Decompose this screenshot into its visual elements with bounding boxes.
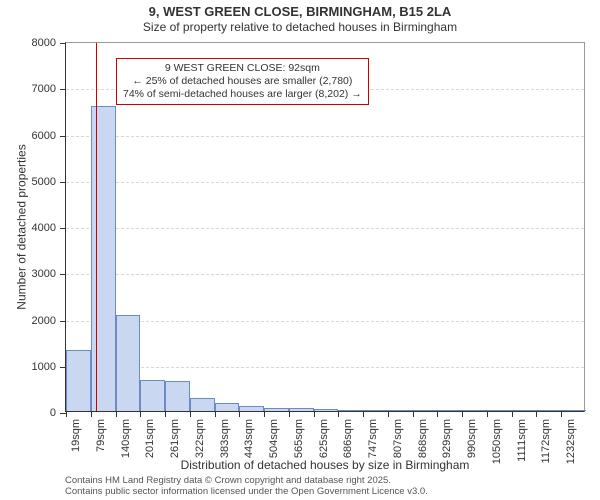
- chart-container: 9, WEST GREEN CLOSE, BIRMINGHAM, B15 2LA…: [0, 0, 600, 500]
- x-tick: [91, 411, 92, 417]
- x-tick: [388, 411, 389, 417]
- histogram-bar: [437, 410, 462, 411]
- x-tick-label: 79sqm: [95, 419, 107, 452]
- histogram-bar: [561, 410, 586, 411]
- annotation-line-2: 74% of semi-detached houses are larger (…: [123, 88, 362, 101]
- x-tick-label: 383sqm: [219, 419, 231, 458]
- x-tick: [239, 411, 240, 417]
- y-tick-label: 8000: [32, 37, 66, 49]
- annotation-box: 9 WEST GREEN CLOSE: 92sqm← 25% of detach…: [116, 58, 369, 105]
- y-tick-label: 4000: [32, 222, 66, 234]
- x-tick: [289, 411, 290, 417]
- plot-area: 9 WEST GREEN CLOSE: 92sqm← 25% of detach…: [65, 42, 585, 412]
- x-tick-label: 140sqm: [120, 419, 132, 458]
- x-tick: [512, 411, 513, 417]
- x-tick-label: 990sqm: [466, 419, 478, 458]
- y-axis-title-text: Number of detached properties: [15, 144, 29, 309]
- x-tick: [140, 411, 141, 417]
- histogram-bar: [536, 410, 561, 411]
- histogram-bar: [314, 409, 339, 411]
- annotation-line-1: ← 25% of detached houses are smaller (2,…: [123, 75, 362, 88]
- y-tick-label: 6000: [32, 130, 66, 142]
- x-tick: [462, 411, 463, 417]
- x-tick: [264, 411, 265, 417]
- x-tick-label: 1111sqm: [516, 419, 528, 462]
- histogram-bar: [289, 408, 314, 411]
- x-tick: [437, 411, 438, 417]
- title-block: 9, WEST GREEN CLOSE, BIRMINGHAM, B15 2LA…: [0, 4, 600, 35]
- histogram-bar: [91, 106, 116, 411]
- histogram-bar: [363, 410, 388, 411]
- histogram-bar: [140, 380, 165, 411]
- x-axis-title: Distribution of detached houses by size …: [65, 458, 585, 472]
- y-tick-label: 2000: [32, 315, 66, 327]
- histogram-bar: [338, 410, 363, 411]
- x-tick-label: 565sqm: [293, 419, 305, 458]
- histogram-bar: [487, 410, 512, 411]
- histogram-bar: [165, 381, 190, 411]
- x-tick-label: 1172sqm: [540, 419, 552, 463]
- x-tick-label: 686sqm: [342, 419, 354, 458]
- x-tick: [165, 411, 166, 417]
- x-tick-label: 625sqm: [318, 419, 330, 458]
- histogram-bar: [264, 408, 289, 411]
- histogram-bar: [512, 410, 537, 411]
- histogram-bar: [190, 398, 215, 411]
- x-tick-label: 201sqm: [144, 419, 156, 458]
- histogram-bar: [239, 406, 264, 411]
- x-tick: [536, 411, 537, 417]
- footer: Contains HM Land Registry data © Crown c…: [65, 476, 428, 498]
- x-tick-label: 929sqm: [441, 419, 453, 458]
- x-tick: [116, 411, 117, 417]
- x-tick: [413, 411, 414, 417]
- histogram-bar: [388, 410, 413, 411]
- x-tick: [66, 411, 67, 417]
- x-tick: [561, 411, 562, 417]
- x-tick-label: 261sqm: [169, 419, 181, 458]
- y-tick-label: 5000: [32, 176, 66, 188]
- x-tick-label: 868sqm: [417, 419, 429, 458]
- x-tick: [487, 411, 488, 417]
- x-tick-label: 19sqm: [70, 419, 82, 452]
- annotation-line-0: 9 WEST GREEN CLOSE: 92sqm: [123, 62, 362, 75]
- x-tick-label: 807sqm: [392, 419, 404, 458]
- title-line-1: 9, WEST GREEN CLOSE, BIRMINGHAM, B15 2LA: [0, 4, 600, 20]
- histogram-bar: [116, 315, 141, 411]
- y-tick-label: 0: [50, 407, 66, 419]
- histogram-bar: [215, 403, 240, 411]
- histogram-bar: [66, 350, 91, 411]
- x-tick: [363, 411, 364, 417]
- y-axis-title: Number of detached properties: [14, 42, 30, 412]
- histogram-bar: [413, 410, 438, 411]
- x-tick-label: 443sqm: [243, 419, 255, 458]
- subject-marker-line: [96, 43, 97, 411]
- x-tick: [215, 411, 216, 417]
- x-tick-label: 504sqm: [268, 419, 280, 458]
- x-tick-label: 747sqm: [367, 419, 379, 458]
- x-tick-label: 322sqm: [194, 419, 206, 458]
- x-tick: [338, 411, 339, 417]
- x-tick: [314, 411, 315, 417]
- y-tick-label: 3000: [32, 268, 66, 280]
- y-tick-label: 1000: [32, 361, 66, 373]
- x-tick: [190, 411, 191, 417]
- footer-line-2: Contains public sector information licen…: [65, 487, 428, 498]
- y-tick-label: 7000: [32, 83, 66, 95]
- title-line-2: Size of property relative to detached ho…: [0, 20, 600, 35]
- histogram-bar: [462, 410, 487, 411]
